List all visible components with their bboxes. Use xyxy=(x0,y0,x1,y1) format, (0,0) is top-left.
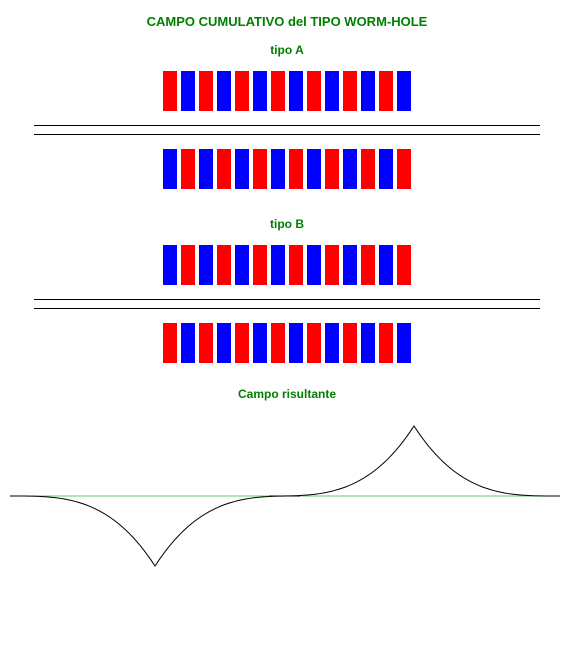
stripe xyxy=(181,323,195,363)
stripe xyxy=(271,149,285,189)
stripe xyxy=(361,71,375,111)
result-curve xyxy=(0,401,574,571)
stripe xyxy=(361,149,375,189)
stripe xyxy=(289,323,303,363)
stripe xyxy=(325,245,339,285)
stripe xyxy=(163,323,177,363)
stripe xyxy=(397,71,411,111)
stripe xyxy=(253,149,267,189)
result-label: Campo risultante xyxy=(0,387,574,401)
stripe xyxy=(325,71,339,111)
stripe xyxy=(325,149,339,189)
stripe xyxy=(181,71,195,111)
stripe xyxy=(379,71,393,111)
stripe-row-b-bottom xyxy=(0,323,574,363)
stripe xyxy=(361,323,375,363)
stripe xyxy=(253,323,267,363)
stripe xyxy=(199,149,213,189)
stripe xyxy=(343,71,357,111)
stripe xyxy=(181,149,195,189)
stripe-row-a-bottom xyxy=(0,149,574,189)
stripe xyxy=(163,71,177,111)
stripe xyxy=(217,245,231,285)
stripe xyxy=(235,149,249,189)
stripe xyxy=(307,71,321,111)
stripe xyxy=(199,323,213,363)
stripe xyxy=(217,149,231,189)
stripe xyxy=(235,323,249,363)
stripe xyxy=(307,245,321,285)
stripe xyxy=(253,245,267,285)
stripe xyxy=(271,323,285,363)
stripe xyxy=(325,323,339,363)
stripe xyxy=(199,71,213,111)
stripe xyxy=(379,245,393,285)
stripe xyxy=(289,149,303,189)
stripe xyxy=(253,71,267,111)
stripe xyxy=(343,149,357,189)
stripe xyxy=(307,323,321,363)
stripe xyxy=(343,245,357,285)
main-title: CAMPO CUMULATIVO del TIPO WORM-HOLE xyxy=(0,14,574,29)
stripe xyxy=(397,149,411,189)
stripe xyxy=(307,149,321,189)
stripe-row-b-top xyxy=(0,245,574,285)
stripe xyxy=(199,245,213,285)
stripe xyxy=(163,245,177,285)
stripe xyxy=(235,71,249,111)
stripe-row-a-top xyxy=(0,71,574,111)
stripe xyxy=(379,323,393,363)
stripe xyxy=(181,245,195,285)
stripe xyxy=(235,245,249,285)
stripe xyxy=(397,323,411,363)
stripe xyxy=(343,323,357,363)
stripe xyxy=(271,71,285,111)
stripe xyxy=(397,245,411,285)
stripe xyxy=(361,245,375,285)
section-a-label: tipo A xyxy=(0,43,574,57)
stripe xyxy=(217,323,231,363)
section-b-label: tipo B xyxy=(0,217,574,231)
stripe xyxy=(379,149,393,189)
stripe xyxy=(163,149,177,189)
stripe xyxy=(271,245,285,285)
stripe xyxy=(289,71,303,111)
stripe xyxy=(289,245,303,285)
stripe xyxy=(217,71,231,111)
